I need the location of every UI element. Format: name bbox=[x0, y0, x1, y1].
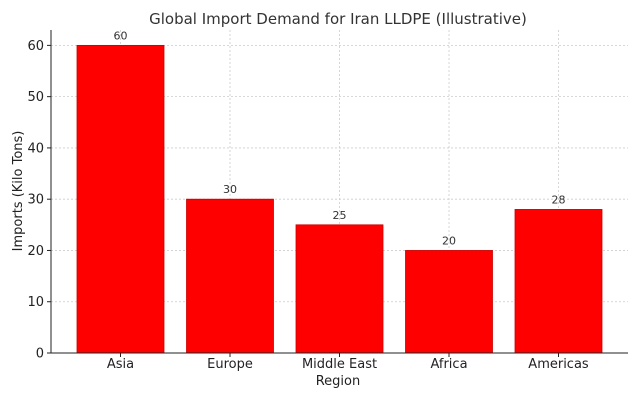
y-tick-label: 40 bbox=[27, 141, 44, 156]
chart-title: Global Import Demand for Iran LLDPE (Ill… bbox=[149, 10, 527, 28]
x-tick-label: Africa bbox=[430, 357, 467, 372]
y-tick-label: 30 bbox=[27, 193, 44, 208]
x-tick-label: Europe bbox=[207, 357, 253, 372]
data-label: 60 bbox=[114, 29, 128, 42]
bar-africa bbox=[405, 250, 493, 354]
bar-americas bbox=[514, 209, 603, 354]
y-axis-label: Imports (Kilo Tons) bbox=[11, 131, 26, 252]
y-tick-label: 0 bbox=[36, 347, 44, 362]
x-tick-label: Americas bbox=[528, 357, 589, 372]
y-tick-label: 10 bbox=[27, 295, 44, 310]
data-label: 25 bbox=[333, 209, 347, 222]
x-ticks: Asia Europe Middle East Africa Americas bbox=[107, 353, 589, 372]
y-tick-label: 50 bbox=[27, 90, 44, 105]
x-axis-label: Region bbox=[316, 374, 361, 389]
x-tick-label: Middle East bbox=[302, 357, 377, 372]
bars bbox=[76, 44, 603, 354]
y-tick-label: 20 bbox=[27, 244, 44, 259]
y-ticks: 0 10 20 30 40 50 60 bbox=[27, 39, 51, 362]
x-tick-label: Asia bbox=[107, 357, 134, 372]
bar-middle-east bbox=[295, 224, 384, 354]
data-label: 28 bbox=[552, 193, 566, 206]
data-labels: 60 30 25 20 28 bbox=[114, 29, 566, 247]
bar-asia bbox=[76, 44, 165, 354]
data-label: 20 bbox=[442, 234, 456, 247]
bar-europe bbox=[186, 198, 274, 354]
y-tick-label: 60 bbox=[27, 39, 44, 54]
data-label: 30 bbox=[223, 183, 237, 196]
